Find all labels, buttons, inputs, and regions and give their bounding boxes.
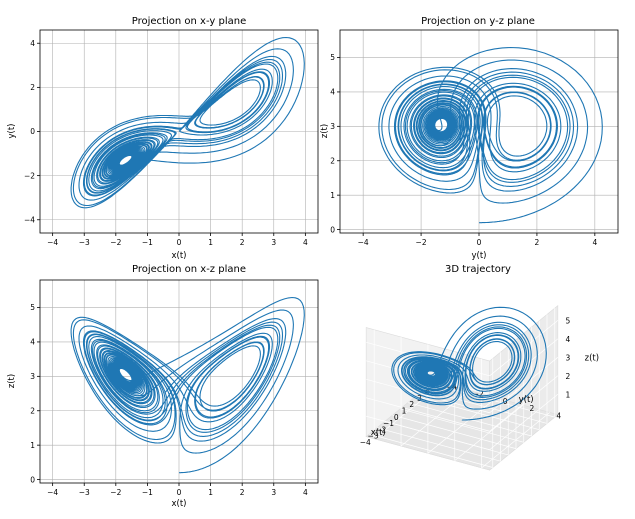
series-line-yz bbox=[378, 46, 603, 224]
x-tick-label: 4 bbox=[592, 238, 597, 247]
y-tick-label: 1 bbox=[330, 191, 335, 200]
y-tick-label: 2 bbox=[530, 404, 535, 413]
y-tick-label: 0 bbox=[330, 225, 335, 234]
x-tick-label: 3 bbox=[271, 488, 276, 497]
axes-frame-xz bbox=[39, 279, 319, 484]
z-tick-label: 4 bbox=[565, 335, 570, 344]
y-tick-label: 4 bbox=[30, 39, 35, 48]
x-tick-label: −3 bbox=[79, 238, 90, 247]
y-tick-label: −2 bbox=[473, 390, 484, 399]
x-tick-label: 0 bbox=[477, 238, 482, 247]
x-tick-label: −3 bbox=[79, 488, 90, 497]
x-tick-label: −2 bbox=[110, 238, 121, 247]
x-tick-label: −1 bbox=[383, 419, 394, 428]
series-line-3d bbox=[391, 306, 547, 421]
x-tick-label: −3 bbox=[367, 432, 378, 441]
y-tick-label: 5 bbox=[30, 303, 35, 312]
z-gridline bbox=[366, 397, 490, 432]
x-tick-label: 2 bbox=[535, 238, 540, 247]
panel-xz: Projection on x-z plane −4 −3 −2 −1 0 1 2 3 4 0 1 2… bbox=[7, 264, 319, 509]
panel-yz: Projection on y-z plane −4 −2 0 2 4 0 1 2 3 4 5 y(… bbox=[320, 16, 619, 261]
x-tick-label: −1 bbox=[142, 488, 153, 497]
x-tick-label: 1 bbox=[208, 488, 213, 497]
x-tick-label: 1 bbox=[208, 238, 213, 247]
y-gridline bbox=[454, 404, 524, 461]
panel-3d: 3D trajectory −4−3−2−101234−4−202412345 … bbox=[360, 264, 599, 471]
z-tick-label: 3 bbox=[565, 353, 570, 362]
x-tick-label: 4 bbox=[303, 238, 308, 247]
x-tick-label: 2 bbox=[240, 488, 245, 497]
y-tick-label: 2 bbox=[330, 156, 335, 165]
x-axis-label: x(t) bbox=[371, 428, 386, 438]
x-tick-label: −4 bbox=[360, 438, 371, 447]
z-gridline bbox=[489, 393, 559, 450]
y-tick-label: −2 bbox=[24, 171, 35, 180]
series-line-xz bbox=[70, 296, 305, 474]
z-axis-label: z(t) bbox=[585, 353, 599, 363]
z-gridline bbox=[489, 375, 559, 432]
y-axis-label: z(t) bbox=[320, 124, 330, 138]
x-axis-label: x(t) bbox=[172, 499, 187, 509]
y-tick-label: 3 bbox=[330, 122, 335, 131]
z-gridline bbox=[366, 415, 490, 451]
x-tick-label: 1 bbox=[402, 407, 407, 416]
x-tick-label: −1 bbox=[142, 238, 153, 247]
y-axis-label: y(t) bbox=[519, 395, 534, 405]
z-gridline bbox=[366, 378, 490, 414]
z-tick-label: 1 bbox=[565, 390, 570, 399]
panel-yz-title: Projection on y-z plane bbox=[421, 16, 535, 27]
axes-frame-yz bbox=[339, 29, 619, 234]
y-tick-label: 4 bbox=[30, 338, 35, 347]
x-tick-label: −2 bbox=[375, 425, 386, 434]
x-axis-label: y(t) bbox=[472, 251, 487, 261]
y-gridline bbox=[427, 397, 497, 454]
x-tick-label: −2 bbox=[416, 238, 427, 247]
x-tick-label: 0 bbox=[394, 413, 399, 422]
panel-xy: Projection on x-y plane −4 −3 −2 −1 0 1 2 3 4 −4 −… bbox=[7, 16, 319, 261]
y-gridline bbox=[481, 412, 551, 469]
y-tick-label: 0 bbox=[30, 475, 35, 484]
x-tick-label: −4 bbox=[358, 238, 369, 247]
y-tick-label: 4 bbox=[330, 88, 335, 97]
panel-3d-title: 3D trajectory bbox=[445, 264, 511, 275]
x-tick-label: 3 bbox=[271, 238, 276, 247]
y-tick-label: 5 bbox=[330, 53, 335, 62]
x-tick-label: −4 bbox=[47, 238, 58, 247]
y-tick-label: 2 bbox=[30, 83, 35, 92]
y-gridline bbox=[400, 390, 470, 447]
y-tick-label: 4 bbox=[556, 411, 561, 420]
y-tick-label: −4 bbox=[24, 215, 35, 224]
series-line-xy bbox=[70, 36, 305, 209]
y-tick-label: 0 bbox=[30, 127, 35, 136]
x-tick-label: 4 bbox=[303, 488, 308, 497]
y-tick-label: 3 bbox=[30, 372, 35, 381]
x-tick-label: 0 bbox=[177, 238, 182, 247]
x-tick-label: −2 bbox=[110, 488, 121, 497]
z-tick-label: 2 bbox=[565, 372, 570, 381]
y-axis-label: y(t) bbox=[7, 124, 17, 139]
y-axis-label: z(t) bbox=[7, 374, 17, 388]
x-axis-label: x(t) bbox=[172, 251, 187, 261]
axes-frame-xy bbox=[39, 29, 319, 234]
z-tick-label: 5 bbox=[565, 316, 570, 325]
x-tick-label: 0 bbox=[177, 488, 182, 497]
x-tick-label: −4 bbox=[47, 488, 58, 497]
panel-xz-title: Projection on x-z plane bbox=[132, 264, 246, 275]
y-tick-label: 1 bbox=[30, 441, 35, 450]
x-tick-label: 2 bbox=[240, 238, 245, 247]
x-tick-label: 2 bbox=[409, 400, 414, 409]
y-tick-label: 2 bbox=[30, 406, 35, 415]
panel-xy-title: Projection on x-y plane bbox=[132, 16, 246, 27]
